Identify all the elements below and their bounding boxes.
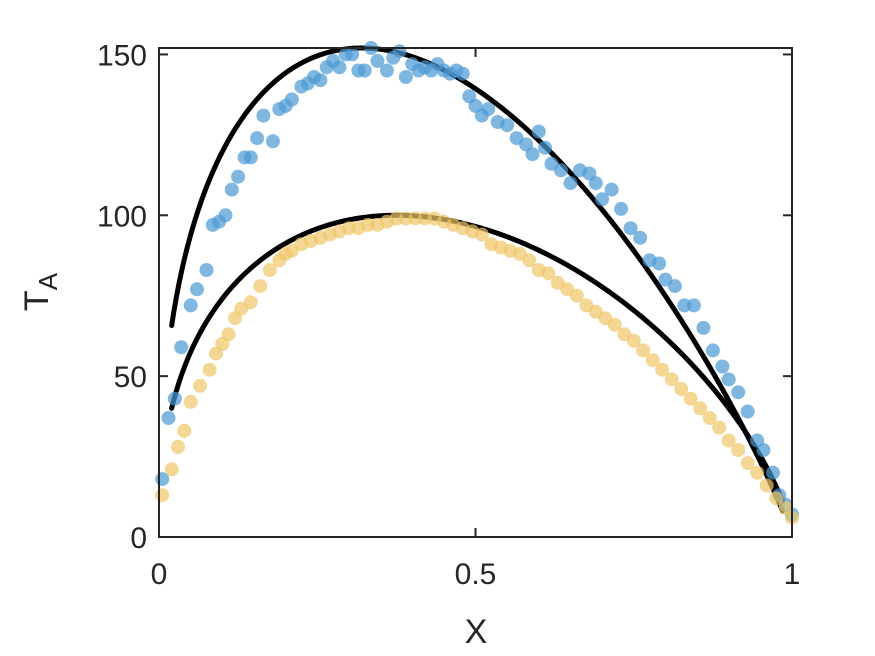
series-2-point-45 [541,266,556,281]
series-1-point-6 [190,282,204,297]
svg-text:TA: TA [18,272,63,311]
series-1-point-11 [224,182,239,197]
series-2-point-58 [664,372,679,387]
series-1-point-77 [715,359,730,374]
fit-curve-2 [169,212,785,505]
series-2-point-67 [750,465,765,480]
series-2-point-57 [655,362,670,377]
series-2-point-43 [522,253,537,268]
y-axis-title-main: T [18,290,56,311]
series-1-point-46 [455,66,470,81]
series-1-point-29 [345,47,360,62]
series-1-point-72 [667,279,682,294]
series-1-point-37 [398,70,413,84]
series-1-point-33 [370,53,385,68]
series-1-point-59 [554,163,568,178]
series-1-point-36 [392,44,407,59]
x-tick-label-2: 0.5 [455,558,497,591]
series-1-point-20 [284,92,299,107]
series-2-point-6 [193,378,208,393]
y-tick-label-3: 100 [97,200,147,233]
series-1-point-4 [174,340,189,355]
series-1-point-17 [265,134,280,149]
series-2-point-15 [262,263,277,277]
series-1-point-14 [243,150,258,165]
series-2-point-69 [769,491,784,506]
scatter-points [155,41,799,525]
series-1-point-76 [705,343,720,358]
y-tick-label-4: 150 [97,39,147,72]
series-1-point-60 [563,176,578,191]
series-1-point-31 [357,63,372,78]
plot-area-box [158,47,793,538]
series-1-point-3 [167,391,182,406]
x-tick-label-3: 1 [784,558,801,591]
series-2-point-5 [183,394,198,409]
series-2-point-7 [202,362,217,377]
series-1-point-34 [379,63,394,78]
series-1-point-70 [652,256,667,271]
series-1-point-52 [500,118,515,133]
series-2-point-4 [177,423,192,438]
series-1-point-74 [686,298,701,313]
series-1-point-78 [721,372,736,387]
series-1-point-57 [538,140,553,155]
series-1-point-68 [633,230,648,245]
series-2-point-48 [569,288,584,303]
series-2-point-59 [674,382,689,396]
series-2-point-61 [693,401,708,416]
series-2-point-65 [731,443,746,458]
series-2-point-55 [636,343,651,358]
axis-ticks: 0 0.5 1 0 50 100 150 [97,39,800,591]
series-2-point-60 [683,391,698,406]
series-1-point-5 [183,298,198,313]
series-1-point-12 [231,169,246,184]
series-1-point-27 [332,60,347,75]
series-2-point-38 [474,227,489,242]
series-1-point-56 [531,124,546,139]
y-tick-label-2: 50 [114,361,147,394]
series-1-point-15 [250,131,265,146]
series-1-point-67 [623,221,638,236]
series-1-point-2 [161,411,176,425]
series-2-point-63 [712,420,727,435]
series-1-point-82 [756,443,771,458]
series-1-point-24 [313,73,328,88]
series-2-point-64 [721,433,736,448]
series-2-point-1 [155,488,170,503]
series-1-point-10 [218,208,233,223]
series-2-point-62 [702,411,717,425]
series-2-point-54 [626,333,641,348]
series-2-point-56 [645,353,660,368]
series-1-point-63 [588,176,603,191]
series-1-point-55 [525,147,540,162]
series-1-point-75 [696,320,711,335]
series-1-point-7 [199,263,214,277]
series-2-point-14 [253,279,268,294]
y-tick-label-1: 0 [130,522,147,555]
series-1-point-16 [256,108,271,123]
series-1-point-50 [481,102,496,117]
series-1-point-64 [595,192,610,207]
x-axis-title: X [465,613,488,651]
series-2-point-52 [607,317,622,332]
y-axis-title: TA [18,272,63,311]
series-1-point-65 [604,182,619,197]
series-1-point-79 [731,385,746,400]
series-2-point-13 [243,295,258,310]
series-1-point-66 [614,201,629,216]
series-2-point-66 [740,456,755,470]
x-tick-label-1: 0 [151,558,168,591]
series-2-point-10 [221,327,236,342]
fit-curve-1 [169,45,785,514]
series-2-point-68 [759,478,774,493]
y-axis-title-sub: A [33,272,63,290]
series-1-point-83 [766,465,780,480]
series-1-point-80 [740,404,755,419]
series-2-point-3 [171,439,185,454]
series-2-point-2 [164,462,179,477]
